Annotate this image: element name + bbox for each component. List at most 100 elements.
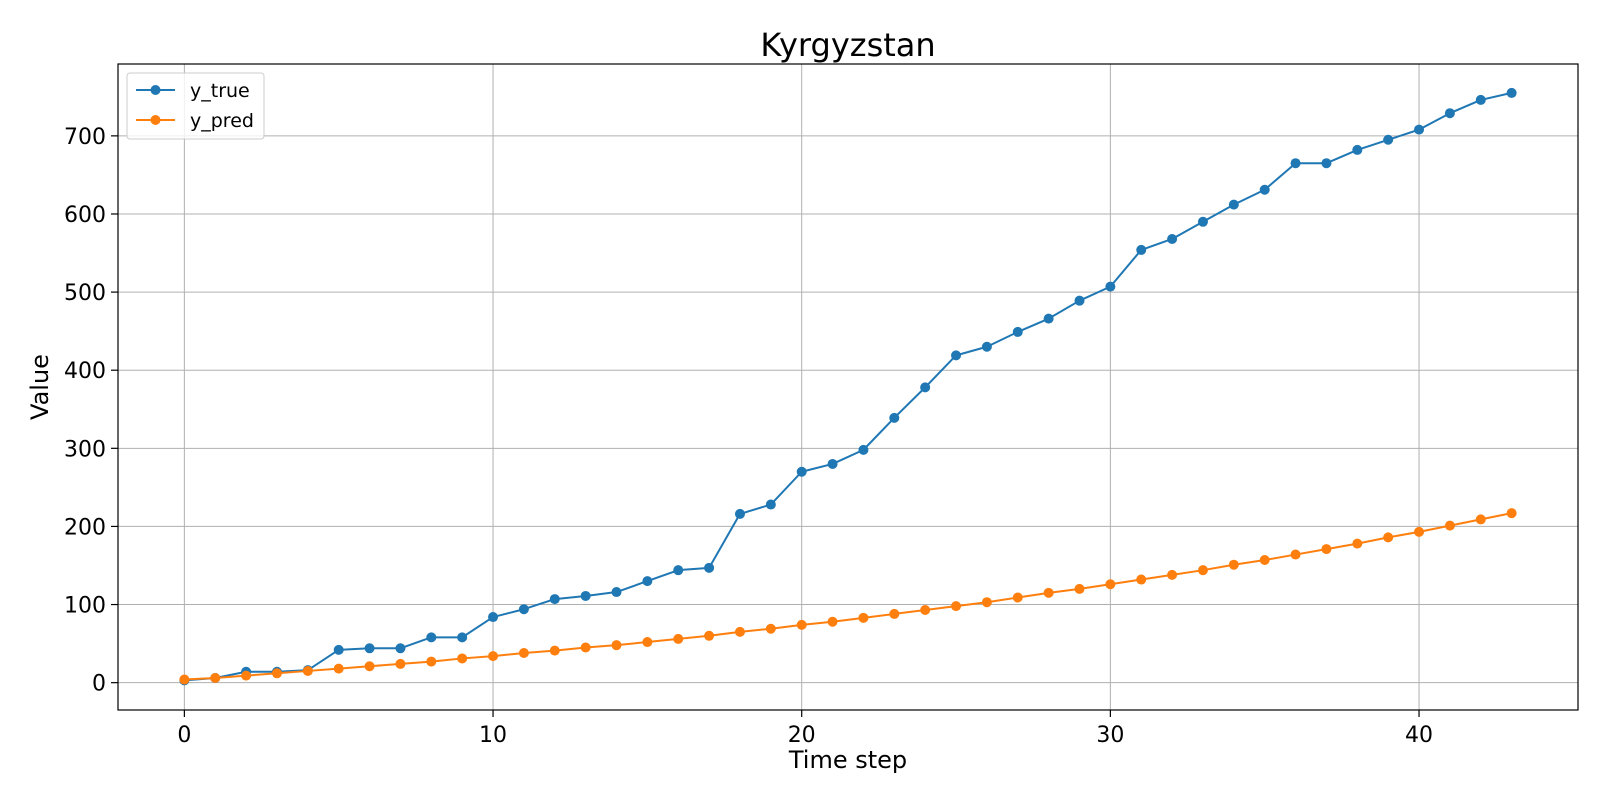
data-point-y-pred	[549, 645, 560, 656]
data-point-y-pred	[611, 640, 622, 651]
data-point-y-true	[1352, 144, 1363, 155]
data-point-y-true	[1197, 216, 1208, 227]
legend-marker-y-true	[150, 85, 161, 95]
series-line-y-true	[184, 91, 1512, 682]
y-tick-label: 400	[64, 359, 106, 384]
data-point-y-pred	[1290, 549, 1301, 560]
data-point-y-pred	[488, 651, 499, 662]
data-point-y-true	[333, 644, 344, 655]
data-point-y-pred	[642, 637, 653, 648]
series-y-pred	[179, 508, 1517, 685]
data-point-y-true	[488, 612, 499, 623]
data-point-y-pred	[1197, 565, 1208, 576]
data-point-y-pred	[1506, 508, 1517, 519]
data-point-y-true	[1228, 199, 1239, 210]
y-tick-label: 300	[64, 437, 106, 462]
data-point-y-true	[642, 576, 653, 587]
x-tick-label: 20	[788, 723, 816, 748]
data-point-y-true	[426, 632, 437, 643]
data-point-y-true	[364, 643, 375, 654]
data-point-y-pred	[1228, 559, 1239, 570]
data-point-y-pred	[1352, 538, 1363, 549]
data-point-y-pred	[1043, 587, 1054, 598]
data-point-y-true	[734, 508, 745, 519]
data-point-y-true	[457, 632, 468, 643]
data-point-y-pred	[1012, 592, 1023, 603]
data-point-y-true	[1475, 94, 1486, 105]
data-point-y-true	[981, 341, 992, 352]
data-point-y-pred	[179, 674, 190, 685]
data-point-y-pred	[1321, 544, 1332, 555]
data-point-y-true	[1105, 281, 1116, 292]
data-point-y-pred	[426, 656, 437, 667]
data-point-y-true	[796, 466, 807, 477]
y-tick-label: 600	[64, 203, 106, 228]
legend: y_true y_pred	[126, 72, 265, 140]
grid-lines	[118, 64, 1578, 710]
data-point-y-true	[827, 458, 838, 469]
x-tick-label: 40	[1405, 723, 1433, 748]
data-point-y-pred	[1475, 514, 1486, 525]
y-tick-label: 100	[64, 594, 106, 619]
data-series	[179, 87, 1517, 686]
x-tick-label: 30	[1096, 723, 1124, 748]
data-point-y-pred	[889, 608, 900, 619]
data-point-y-pred	[271, 668, 282, 679]
plot-area-frame	[117, 63, 1579, 711]
data-point-y-pred	[395, 658, 406, 669]
data-point-y-pred	[518, 647, 529, 658]
x-tick-label: 10	[479, 723, 507, 748]
data-point-y-true	[1074, 295, 1085, 306]
data-point-y-true	[1259, 184, 1270, 195]
data-point-y-pred	[302, 665, 313, 676]
data-point-y-true	[1321, 158, 1332, 169]
data-point-y-true	[1444, 108, 1455, 119]
data-point-y-pred	[827, 616, 838, 627]
data-point-y-pred	[580, 642, 591, 653]
data-point-y-true	[1506, 87, 1517, 98]
data-point-y-pred	[1414, 526, 1425, 537]
data-point-y-pred	[981, 597, 992, 608]
y-tick-label: 500	[64, 281, 106, 306]
data-point-y-pred	[673, 633, 684, 644]
data-point-y-true	[704, 562, 715, 573]
data-point-y-true	[1136, 244, 1147, 255]
legend-marker-y-pred	[150, 115, 161, 125]
data-point-y-pred	[796, 619, 807, 630]
x-tick-label: 0	[177, 723, 191, 748]
series-line-y-pred	[184, 512, 1512, 681]
data-point-y-pred	[1074, 583, 1085, 594]
data-point-y-true	[1012, 326, 1023, 337]
data-point-y-pred	[858, 612, 869, 623]
data-point-y-true	[580, 590, 591, 601]
chart-title: Kyrgyzstan	[760, 26, 935, 64]
data-point-y-pred	[1136, 574, 1147, 585]
data-point-y-pred	[210, 672, 221, 683]
legend-label-y-true: y_true	[190, 80, 250, 102]
data-point-y-pred	[241, 670, 252, 681]
legend-label-y-pred: y_pred	[190, 110, 254, 132]
y-tick-label: 0	[92, 672, 106, 697]
data-point-y-true	[1414, 124, 1425, 135]
data-point-y-pred	[1444, 520, 1455, 531]
data-point-y-true	[889, 412, 900, 423]
data-point-y-true	[549, 594, 560, 605]
data-point-y-pred	[333, 663, 344, 674]
data-point-y-true	[765, 499, 776, 510]
data-point-y-pred	[364, 661, 375, 672]
data-point-y-pred	[951, 601, 962, 612]
data-point-y-pred	[765, 623, 776, 634]
data-point-y-pred	[1383, 532, 1394, 543]
data-point-y-pred	[920, 605, 931, 616]
data-point-y-pred	[457, 653, 468, 664]
data-point-y-true	[1383, 134, 1394, 145]
data-point-y-pred	[734, 626, 745, 637]
data-point-y-pred	[1259, 555, 1270, 566]
y-axis-title: Value	[26, 354, 54, 420]
data-point-y-pred	[1105, 579, 1116, 590]
data-point-y-true	[1290, 158, 1301, 169]
data-point-y-true	[858, 444, 869, 455]
y-tick-label: 200	[64, 515, 106, 540]
data-point-y-true	[1167, 233, 1178, 244]
